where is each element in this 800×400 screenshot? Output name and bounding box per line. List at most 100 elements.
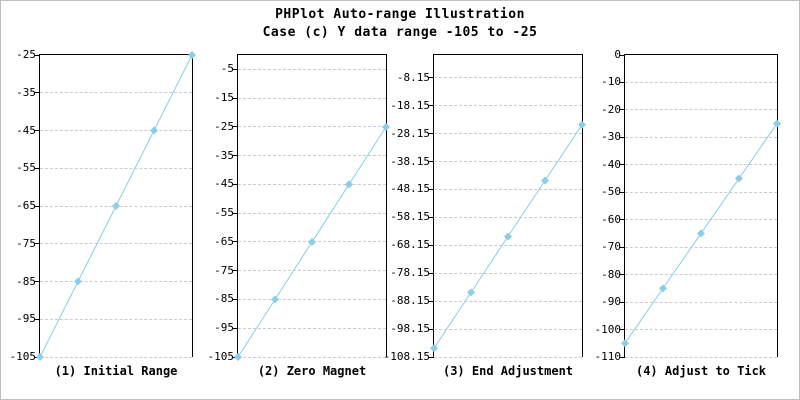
data-point-marker [697, 229, 705, 238]
y-tick-label: -85 [16, 274, 36, 288]
y-tick [232, 68, 238, 70]
y-tick-label: -50 [601, 185, 621, 199]
y-gridline [625, 246, 777, 248]
y-gridline [434, 77, 582, 79]
y-gridline [238, 327, 386, 329]
y-tick-label: -65 [16, 199, 36, 212]
data-point-marker [541, 176, 549, 185]
panel-adjust-to-tick: 0 -10 -20 -30 -40 -50 -60 -70 -80 -90 -100 -110 (4) … [595, 48, 781, 378]
y-tick-label: -18.15 [390, 98, 430, 112]
y-gridline [625, 219, 777, 221]
data-point-marker [467, 288, 475, 297]
y-tick-label: -45 [214, 177, 234, 191]
y-tick-label: 0 [614, 48, 621, 61]
y-tick-label: -60 [601, 212, 621, 226]
panel-zero-magnet: -5 -15 -25 -35 -45 -55 -65 -75 -85 -95 -105 (2) Zer… [208, 54, 390, 378]
y-gridline [238, 126, 386, 128]
y-tick-label: -95 [16, 312, 36, 326]
y-tick-label: -75 [16, 236, 36, 250]
data-point-marker [578, 120, 586, 129]
y-tick [232, 126, 238, 128]
y-tick-label: -75 [214, 263, 234, 277]
y-gridline [40, 130, 192, 131]
y-tick-label: -15 [214, 91, 234, 105]
chart-title: PHPlot Auto-range Illustration [275, 7, 525, 22]
y-tick-label: -98.15 [390, 322, 430, 336]
data-point-marker [773, 119, 781, 128]
y-tick [619, 81, 625, 83]
y-tick [34, 54, 40, 56]
y-gridline [238, 68, 386, 70]
data-point-marker [430, 344, 438, 353]
y-gridline [238, 356, 386, 358]
x-axis-title: (1) Initial Range [54, 364, 178, 378]
y-gridline [625, 109, 777, 111]
y-tick-label: -38.15 [390, 154, 430, 168]
y-tick [34, 92, 40, 94]
data-point-marker [504, 232, 512, 241]
y-tick-label: -8.15 [396, 70, 430, 84]
y-gridline [434, 328, 582, 330]
y-tick [619, 54, 625, 56]
y-gridline [238, 212, 386, 214]
y-tick [232, 270, 238, 272]
y-tick [232, 212, 238, 214]
y-tick [428, 188, 434, 190]
y-gridline [625, 274, 777, 276]
data-point-marker [621, 339, 629, 348]
y-tick-label: -28.15 [390, 126, 430, 140]
y-gridline [238, 97, 386, 99]
y-tick-label: -100 [594, 322, 622, 336]
y-gridline [434, 216, 582, 218]
y-gridline [238, 270, 386, 272]
y-tick [428, 216, 434, 218]
y-gridline [625, 136, 777, 138]
y-tick [619, 356, 625, 358]
y-gridline [434, 244, 582, 246]
data-line-plot [621, 119, 781, 348]
panel-end-adjustment: -8.15 -18.15 -28.15 -38.15 -48.15 -58.15 -68.1… [384, 54, 586, 378]
y-tick-label: -55 [214, 206, 234, 220]
y-tick [619, 246, 625, 248]
y-tick-label: -45 [16, 123, 36, 137]
y-gridline [434, 133, 582, 135]
y-gridline [625, 356, 777, 358]
y-tick-label: -70 [601, 240, 621, 254]
data-point-marker [308, 237, 316, 246]
data-point-marker [150, 126, 158, 135]
data-point-marker [659, 284, 667, 293]
y-tick [619, 274, 625, 276]
y-tick-label: -20 [601, 102, 621, 116]
y-gridline [434, 300, 582, 302]
y-gridline [40, 92, 192, 94]
data-line-plot [36, 51, 196, 361]
y-gridline [40, 318, 192, 320]
data-point-marker [74, 277, 82, 286]
y-gridline [625, 191, 777, 193]
y-tick-label: -10 [601, 75, 621, 89]
y-tick [34, 243, 40, 245]
y-tick [619, 109, 625, 111]
y-tick [34, 281, 40, 282]
data-point-marker [36, 353, 44, 361]
y-tick [428, 300, 434, 302]
x-axis-title: (3) End Adjustment [442, 364, 574, 378]
y-tick-label: -58.15 [390, 210, 430, 224]
y-tick-label: -40 [601, 157, 621, 171]
data-point-marker [345, 180, 353, 189]
y-gridline [625, 164, 777, 166]
y-tick [619, 136, 625, 138]
y-tick-label: -25 [214, 119, 234, 133]
y-tick [619, 191, 625, 193]
y-tick [428, 272, 434, 274]
y-tick [428, 328, 434, 330]
y-tick [232, 241, 238, 243]
data-point-marker [112, 202, 120, 210]
y-tick [619, 164, 625, 166]
y-gridline [238, 183, 386, 185]
data-point-marker [188, 51, 196, 59]
data-point-marker [735, 174, 743, 183]
y-tick-label: -95 [214, 321, 234, 335]
y-tick [428, 77, 434, 79]
y-tick-label: -35 [214, 148, 234, 162]
